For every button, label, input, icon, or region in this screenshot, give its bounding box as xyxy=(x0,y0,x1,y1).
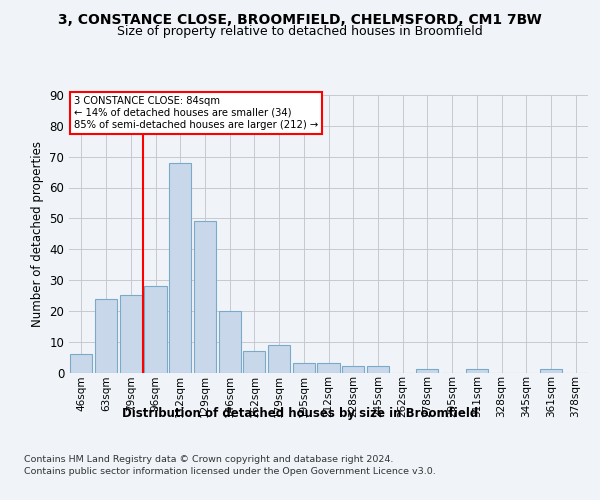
Bar xyxy=(95,298,117,372)
Bar xyxy=(293,363,315,372)
Bar xyxy=(342,366,364,372)
Bar xyxy=(317,363,340,372)
Bar xyxy=(119,296,142,372)
Bar xyxy=(243,351,265,372)
Bar xyxy=(367,366,389,372)
Text: Contains public sector information licensed under the Open Government Licence v3: Contains public sector information licen… xyxy=(24,468,436,476)
Text: 3, CONSTANCE CLOSE, BROOMFIELD, CHELMSFORD, CM1 7BW: 3, CONSTANCE CLOSE, BROOMFIELD, CHELMSFO… xyxy=(58,12,542,26)
Y-axis label: Number of detached properties: Number of detached properties xyxy=(31,141,44,327)
Text: Distribution of detached houses by size in Broomfield: Distribution of detached houses by size … xyxy=(122,408,478,420)
Text: 3 CONSTANCE CLOSE: 84sqm
← 14% of detached houses are smaller (34)
85% of semi-d: 3 CONSTANCE CLOSE: 84sqm ← 14% of detach… xyxy=(74,96,319,130)
Bar xyxy=(466,370,488,372)
Bar xyxy=(194,222,216,372)
Bar xyxy=(145,286,167,372)
Bar xyxy=(169,163,191,372)
Bar xyxy=(540,370,562,372)
Text: Size of property relative to detached houses in Broomfield: Size of property relative to detached ho… xyxy=(117,25,483,38)
Bar xyxy=(416,370,439,372)
Bar xyxy=(268,345,290,372)
Bar xyxy=(218,311,241,372)
Bar xyxy=(70,354,92,372)
Text: Contains HM Land Registry data © Crown copyright and database right 2024.: Contains HM Land Registry data © Crown c… xyxy=(24,455,394,464)
